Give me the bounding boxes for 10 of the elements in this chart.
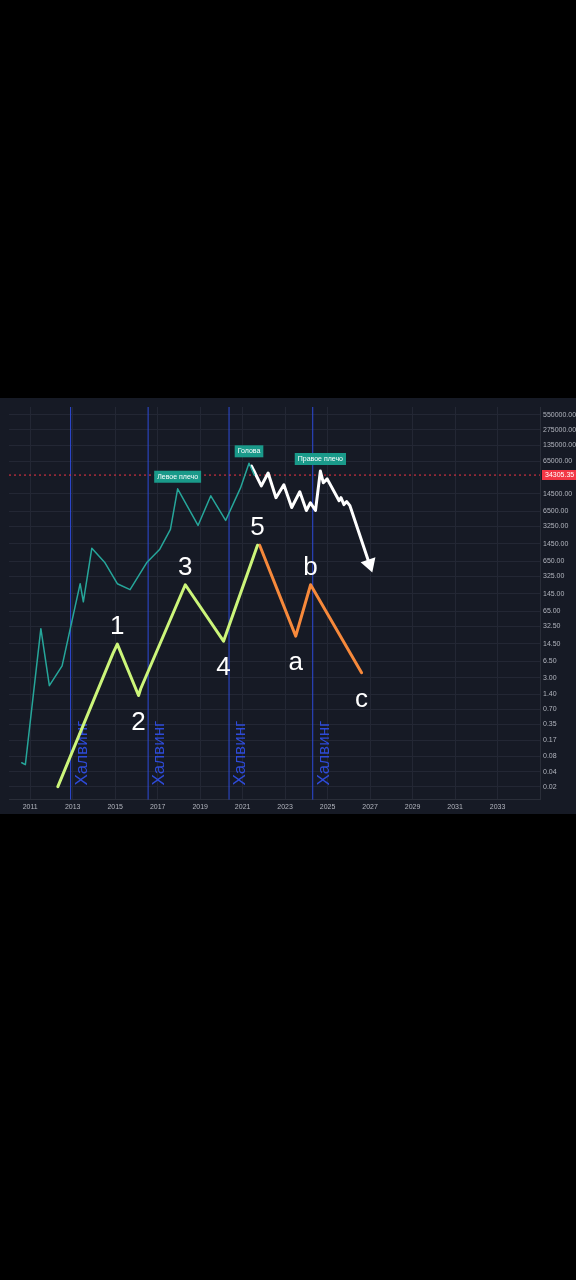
annotation: 5 — [250, 511, 265, 542]
ref-line-label: Халвинг — [313, 720, 333, 786]
annotation: 3 — [178, 550, 193, 581]
annotation: a — [288, 646, 304, 677]
annotation: c — [355, 682, 369, 713]
ref-line-label: Халвинг — [149, 720, 169, 786]
annotation: 2 — [131, 705, 146, 736]
ref-line-label: Халвинг — [230, 720, 250, 786]
annotation: 4 — [216, 651, 231, 682]
annotation: 1 — [110, 610, 125, 641]
